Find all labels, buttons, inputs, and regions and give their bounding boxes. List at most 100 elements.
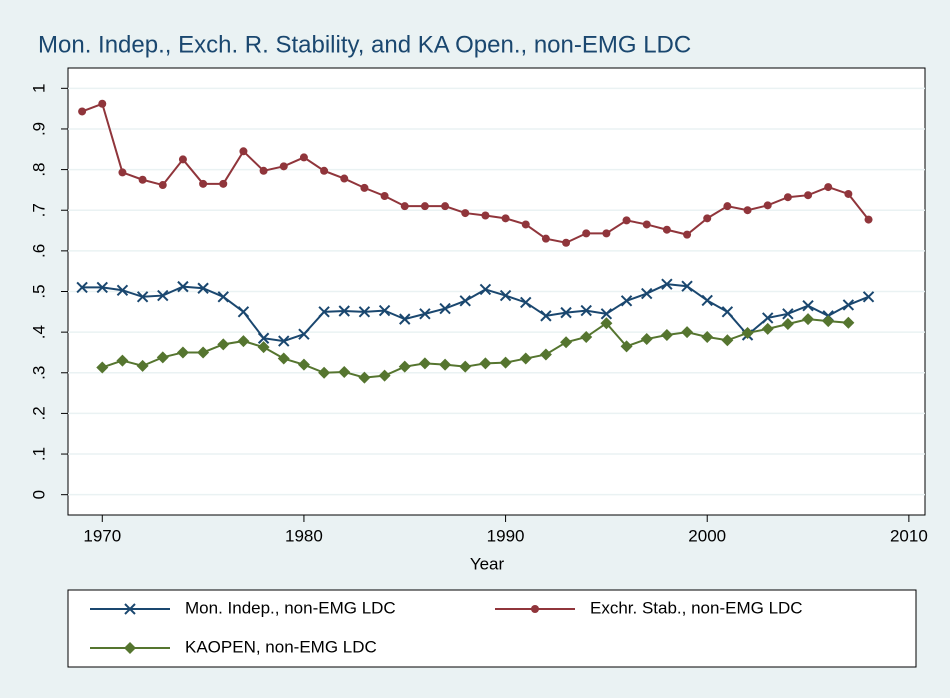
x-axis-label: Year (470, 554, 505, 573)
data-point (782, 308, 794, 320)
data-point (338, 305, 350, 317)
data-point (701, 294, 713, 307)
x-tick-label: 1980 (285, 526, 323, 545)
data-point (278, 335, 290, 347)
data-point (703, 214, 712, 223)
y-tick-label: .4 (29, 325, 48, 339)
data-point (844, 189, 853, 198)
data-point (378, 304, 391, 317)
data-point (461, 209, 470, 218)
data-point (499, 356, 512, 369)
data-point (781, 318, 794, 331)
data-point (279, 162, 288, 171)
data-point (98, 99, 107, 108)
data-point (541, 234, 550, 243)
data-point (78, 107, 87, 116)
data-point (116, 284, 129, 296)
data-point (802, 300, 814, 312)
y-tick-label: .8 (29, 162, 48, 176)
data-point (156, 351, 169, 364)
series-line (81, 102, 870, 244)
data-point (358, 371, 371, 384)
data-point (237, 306, 250, 318)
data-point (199, 179, 208, 188)
data-point (360, 183, 369, 192)
data-point (642, 220, 651, 229)
data-point (681, 326, 694, 339)
data-point (622, 216, 631, 225)
data-point (158, 181, 167, 190)
y-tick-label: .9 (29, 122, 48, 136)
data-point (600, 317, 613, 330)
data-point (479, 283, 492, 296)
data-point (398, 360, 411, 373)
data-point (297, 358, 310, 371)
data-point (459, 295, 471, 307)
data-point (701, 331, 714, 344)
data-point (723, 202, 732, 211)
data-point (582, 229, 591, 238)
y-tick-label: .7 (29, 203, 48, 217)
legend-label: Mon. Indep., non-EMG LDC (185, 598, 396, 617)
data-point (399, 313, 411, 325)
data-point (157, 289, 169, 302)
data-point (257, 341, 270, 354)
data-point (862, 291, 875, 303)
data-point (842, 299, 855, 311)
data-point (136, 359, 149, 372)
data-point (259, 166, 268, 175)
data-point (743, 206, 752, 215)
y-tick-label: 0 (29, 490, 48, 499)
data-point (178, 155, 187, 164)
data-point (763, 201, 772, 210)
data-point (419, 308, 431, 320)
data-point (318, 306, 330, 318)
legend-label: Exchr. Stab., non-EMG LDC (590, 598, 803, 617)
data-point (418, 357, 431, 370)
data-point (501, 214, 510, 223)
x-tick-label: 2000 (688, 526, 726, 545)
data-point (741, 326, 754, 339)
data-point (298, 328, 310, 340)
data-point (197, 346, 210, 359)
data-point (380, 192, 389, 201)
data-point (439, 302, 451, 315)
data-point (762, 312, 774, 324)
data-point (239, 147, 248, 156)
data-point (257, 332, 270, 344)
data-point (217, 338, 230, 351)
data-point (299, 153, 308, 162)
data-point (802, 313, 815, 326)
data-point (660, 328, 673, 341)
y-tick-label: .5 (29, 284, 48, 298)
data-point (580, 331, 593, 344)
data-point (420, 202, 429, 211)
data-point (641, 287, 653, 300)
data-point (76, 281, 88, 294)
data-point (681, 280, 693, 292)
data-point (864, 215, 873, 224)
data-point (499, 289, 512, 302)
data-point (521, 220, 530, 229)
data-point (176, 346, 189, 359)
data-point (96, 281, 108, 294)
data-point (481, 211, 490, 220)
chart-title: Mon. Indep., Exch. R. Stability, and KA … (38, 31, 691, 58)
y-tick-label: .1 (29, 447, 48, 461)
data-point (822, 315, 835, 328)
data-point (562, 238, 571, 247)
data-point (620, 340, 633, 353)
data-point (217, 291, 229, 303)
data-point (439, 358, 452, 371)
data-point (197, 282, 209, 294)
data-point (640, 333, 653, 346)
data-point (459, 360, 472, 373)
data-point (539, 348, 552, 361)
data-point (620, 295, 633, 307)
data-point (580, 304, 592, 317)
data-point (761, 322, 774, 335)
x-tick-label: 1970 (83, 526, 121, 545)
legend-marker (124, 603, 136, 615)
data-point (116, 354, 129, 367)
